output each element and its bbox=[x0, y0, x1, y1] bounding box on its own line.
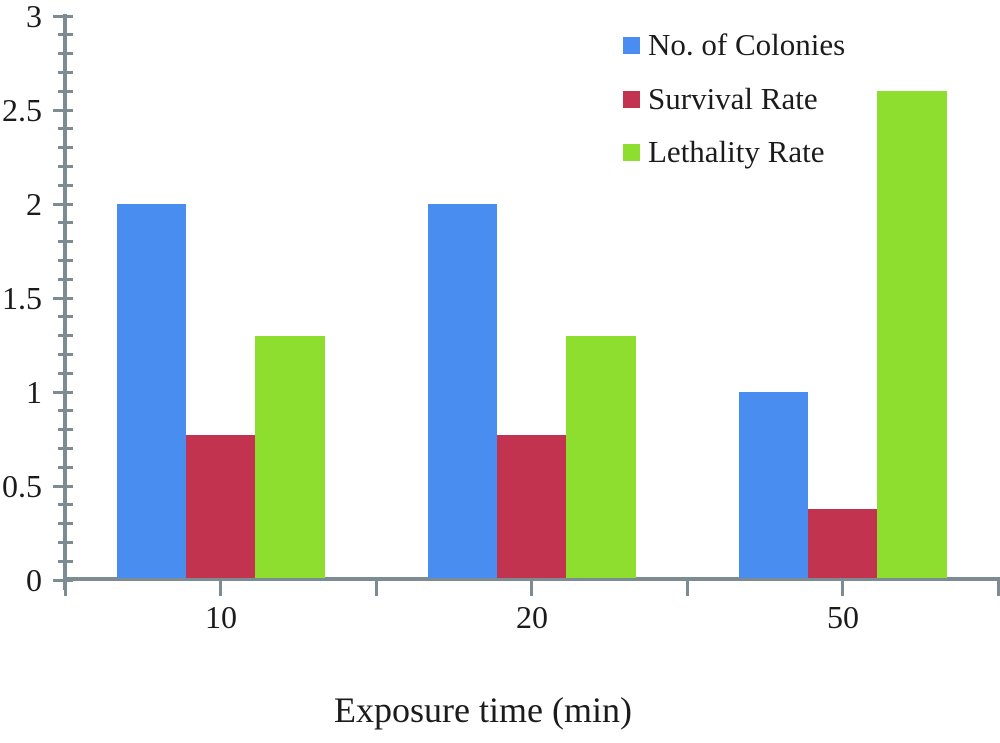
y-minor-tick bbox=[58, 52, 73, 55]
bar-survival-rate-10 bbox=[186, 435, 255, 578]
y-minor-tick bbox=[58, 259, 73, 262]
y-tick-label: 2 bbox=[26, 186, 42, 222]
x-tick bbox=[375, 578, 378, 596]
x-tick bbox=[530, 578, 533, 596]
y-minor-tick bbox=[58, 372, 73, 375]
y-tick-label: 0.5 bbox=[2, 468, 42, 504]
y-minor-tick bbox=[58, 541, 73, 544]
x-tick-label-50: 50 bbox=[827, 599, 859, 635]
y-tick-label: 2.5 bbox=[2, 92, 42, 128]
x-tick-label-20: 20 bbox=[516, 599, 548, 635]
y-major-tick bbox=[53, 579, 73, 582]
y-minor-tick bbox=[58, 240, 73, 243]
bar-no-of-colonies-20 bbox=[428, 204, 497, 578]
bar-no-of-colonies-50 bbox=[739, 392, 808, 578]
x-tick bbox=[841, 578, 844, 596]
bar-survival-rate-50 bbox=[808, 509, 877, 578]
y-minor-tick bbox=[58, 409, 73, 412]
y-minor-tick bbox=[58, 278, 73, 281]
y-minor-tick bbox=[58, 334, 73, 337]
legend-swatch-icon bbox=[623, 143, 640, 161]
bar-lethality-rate-20 bbox=[566, 336, 636, 578]
x-tick bbox=[219, 578, 222, 596]
legend-item-survival-rate: Survival Rate bbox=[623, 82, 818, 116]
y-major-tick bbox=[53, 297, 73, 300]
bar-no-of-colonies-10 bbox=[117, 204, 186, 578]
y-tick-label: 1 bbox=[26, 374, 42, 410]
bar-lethality-rate-10 bbox=[255, 336, 325, 578]
y-minor-tick bbox=[58, 466, 73, 469]
y-minor-tick bbox=[58, 560, 73, 563]
legend-item-no-of-colonies: No. of Colonies bbox=[623, 28, 845, 62]
x-tick bbox=[64, 578, 67, 596]
x-tick-label-10: 10 bbox=[205, 599, 237, 635]
y-axis-line bbox=[63, 14, 67, 590]
legend-swatch-icon bbox=[623, 90, 640, 108]
legend-label: Lethality Rate bbox=[648, 134, 825, 169]
y-minor-tick bbox=[58, 71, 73, 74]
y-minor-tick bbox=[58, 428, 73, 431]
y-minor-tick bbox=[58, 503, 73, 506]
y-minor-tick bbox=[58, 447, 73, 450]
legend-label: No. of Colonies bbox=[648, 27, 846, 62]
y-major-tick bbox=[53, 391, 73, 394]
bar-survival-rate-20 bbox=[497, 435, 566, 578]
y-major-tick bbox=[53, 109, 73, 112]
y-minor-tick bbox=[58, 184, 73, 187]
y-minor-tick bbox=[58, 90, 73, 93]
y-tick-label: 3 bbox=[26, 0, 42, 34]
y-major-tick bbox=[53, 203, 73, 206]
y-minor-tick bbox=[58, 522, 73, 525]
y-major-tick bbox=[53, 15, 73, 18]
y-minor-tick bbox=[58, 221, 73, 224]
bar-lethality-rate-50 bbox=[877, 91, 947, 578]
y-minor-tick bbox=[58, 315, 73, 318]
y-major-tick bbox=[53, 485, 73, 488]
legend-label: Survival Rate bbox=[648, 81, 818, 116]
legend-swatch-icon bbox=[623, 36, 640, 54]
x-tick bbox=[997, 578, 1000, 596]
legend-item-lethality-rate: Lethality Rate bbox=[623, 135, 824, 169]
y-minor-tick bbox=[58, 33, 73, 36]
y-minor-tick bbox=[58, 165, 73, 168]
x-tick bbox=[686, 578, 689, 596]
y-minor-tick bbox=[58, 146, 73, 149]
y-tick-label: 0 bbox=[26, 562, 42, 598]
y-tick-label: 1.5 bbox=[2, 280, 42, 316]
y-minor-tick bbox=[58, 127, 73, 130]
y-minor-tick bbox=[58, 353, 73, 356]
x-axis-title: Exposure time (min) bbox=[334, 690, 632, 730]
